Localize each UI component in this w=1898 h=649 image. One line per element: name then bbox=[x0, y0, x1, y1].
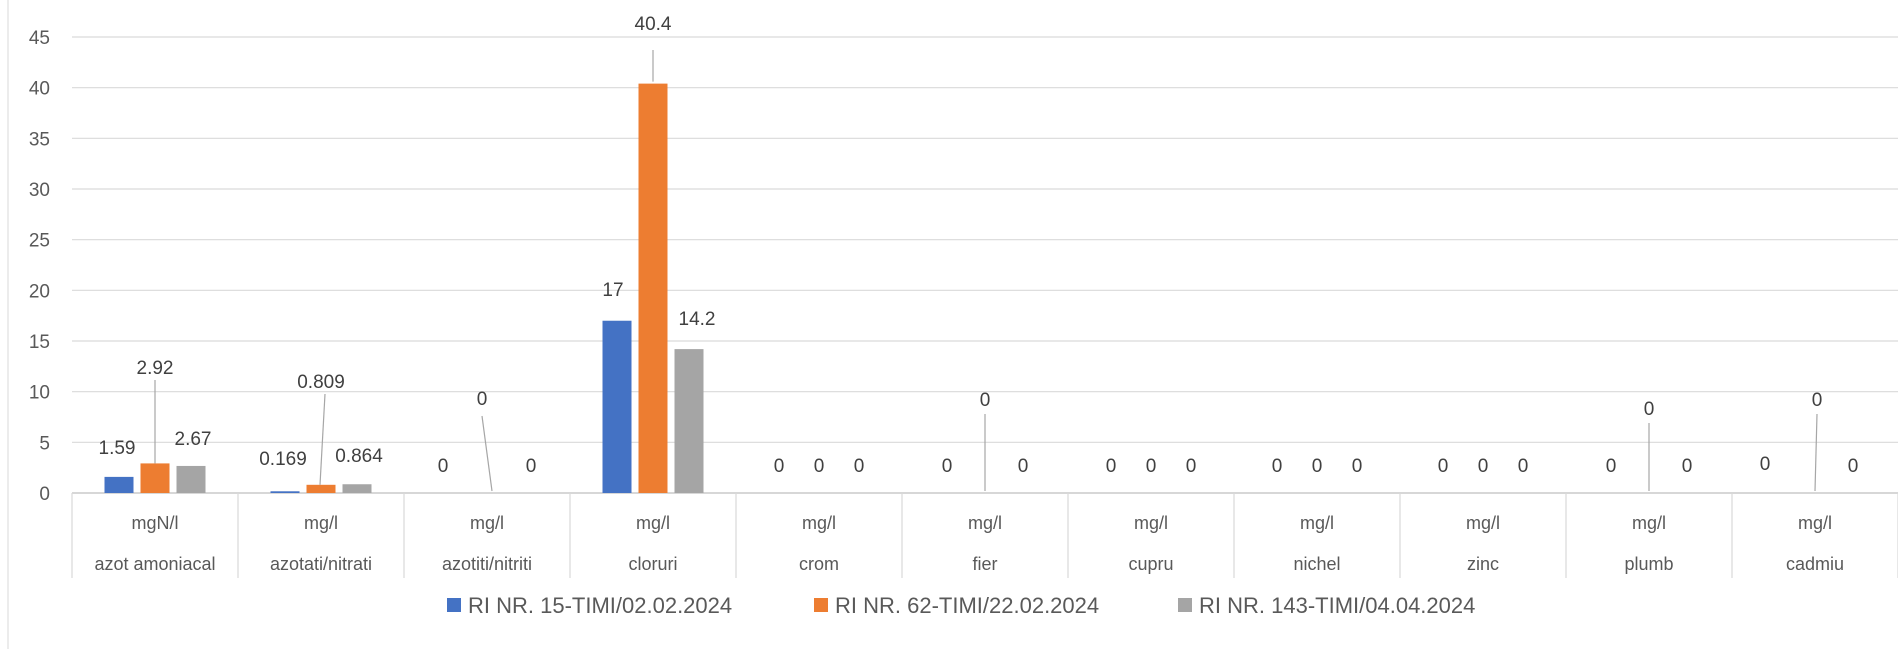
y-tick-label: 5 bbox=[39, 433, 50, 454]
data-label: 0 bbox=[1760, 454, 1771, 475]
data-label: 1.59 bbox=[99, 438, 136, 459]
category-unit-label: mg/l bbox=[1134, 513, 1168, 533]
category-label: cloruri bbox=[628, 554, 677, 574]
y-tick-label: 15 bbox=[29, 332, 50, 353]
category-unit-label: mgN/l bbox=[131, 513, 178, 533]
data-label: 0.169 bbox=[259, 449, 307, 470]
category-unit-label: mg/l bbox=[304, 513, 338, 533]
y-tick-label: 35 bbox=[29, 129, 50, 150]
legend-swatch-series-3 bbox=[1178, 598, 1192, 612]
data-label: 0 bbox=[477, 389, 488, 410]
legend-label: RI NR. 143-TIMI/04.04.2024 bbox=[1199, 593, 1475, 618]
data-label: 0 bbox=[1352, 456, 1363, 477]
legend-label: RI NR. 62-TIMI/22.02.2024 bbox=[835, 593, 1099, 618]
category-label: cadmiu bbox=[1786, 554, 1844, 574]
data-label: 0 bbox=[980, 390, 991, 411]
data-label: 0.809 bbox=[297, 372, 345, 393]
y-tick-label: 0 bbox=[39, 484, 50, 505]
legend-swatch-series-2 bbox=[814, 598, 828, 612]
bar-series-2 bbox=[140, 463, 170, 493]
data-label-leader-line bbox=[481, 415, 493, 492]
data-label: 0 bbox=[1518, 456, 1529, 477]
category-label: azotati/nitrati bbox=[270, 554, 372, 574]
bar-series-3 bbox=[674, 349, 704, 493]
y-tick-label: 25 bbox=[29, 231, 50, 252]
bar-series-1 bbox=[602, 320, 632, 493]
data-label: 0 bbox=[1812, 390, 1823, 411]
data-label: 0 bbox=[438, 456, 449, 477]
bar-series-2 bbox=[638, 83, 668, 493]
category-unit-label: mg/l bbox=[1798, 513, 1832, 533]
category-label: plumb bbox=[1624, 554, 1673, 574]
data-label: 0 bbox=[854, 456, 865, 477]
data-label: 0 bbox=[1312, 456, 1323, 477]
category-label: azot amoniacal bbox=[94, 554, 215, 574]
bar-series-2 bbox=[306, 484, 336, 493]
data-label: 0 bbox=[1106, 456, 1117, 477]
category-label: fier bbox=[972, 554, 997, 574]
y-tick-label: 20 bbox=[29, 281, 50, 302]
category-unit-label: mg/l bbox=[1632, 513, 1666, 533]
data-label: 0 bbox=[526, 456, 537, 477]
legend-swatch-series-1 bbox=[447, 598, 461, 612]
data-label: 0 bbox=[1438, 456, 1449, 477]
data-label: 2.67 bbox=[175, 429, 212, 450]
data-label: 0 bbox=[774, 456, 785, 477]
category-unit-label: mg/l bbox=[968, 513, 1002, 533]
bar-series-3 bbox=[176, 465, 206, 493]
bar-series-3 bbox=[342, 484, 372, 493]
data-label: 0 bbox=[1644, 399, 1655, 420]
legend-label: RI NR. 15-TIMI/02.02.2024 bbox=[468, 593, 732, 618]
data-label-leader-line bbox=[319, 393, 326, 485]
data-label: 0 bbox=[1606, 456, 1617, 477]
category-unit-label: mg/l bbox=[1466, 513, 1500, 533]
bar-series-1 bbox=[104, 476, 134, 493]
category-label: crom bbox=[799, 554, 839, 574]
y-tick-label: 45 bbox=[29, 28, 50, 49]
data-label: 0 bbox=[1018, 456, 1029, 477]
data-label: 0 bbox=[942, 456, 953, 477]
data-label: 0 bbox=[1272, 456, 1283, 477]
y-tick-label: 40 bbox=[29, 79, 50, 100]
data-label-leader-line bbox=[1814, 413, 1818, 492]
data-label: 0 bbox=[814, 456, 825, 477]
data-label: 14.2 bbox=[679, 309, 716, 330]
y-tick-label: 30 bbox=[29, 180, 50, 201]
y-tick-label: 10 bbox=[29, 383, 50, 404]
data-label: 0 bbox=[1682, 456, 1693, 477]
data-label: 0.864 bbox=[335, 446, 383, 467]
data-label: 0 bbox=[1848, 456, 1859, 477]
data-label: 2.92 bbox=[137, 358, 174, 379]
category-label: zinc bbox=[1467, 554, 1499, 574]
category-unit-label: mg/l bbox=[1300, 513, 1334, 533]
data-label: 0 bbox=[1186, 456, 1197, 477]
category-unit-label: mg/l bbox=[470, 513, 504, 533]
category-label: nichel bbox=[1293, 554, 1340, 574]
category-unit-label: mg/l bbox=[802, 513, 836, 533]
data-label: 40.4 bbox=[635, 14, 672, 35]
data-label: 0 bbox=[1478, 456, 1489, 477]
category-label: cupru bbox=[1128, 554, 1173, 574]
data-label: 0 bbox=[1146, 456, 1157, 477]
data-label: 17 bbox=[602, 280, 623, 301]
category-label: azotiti/nitriti bbox=[442, 554, 532, 574]
category-unit-label: mg/l bbox=[636, 513, 670, 533]
bar-series-1 bbox=[270, 491, 300, 493]
